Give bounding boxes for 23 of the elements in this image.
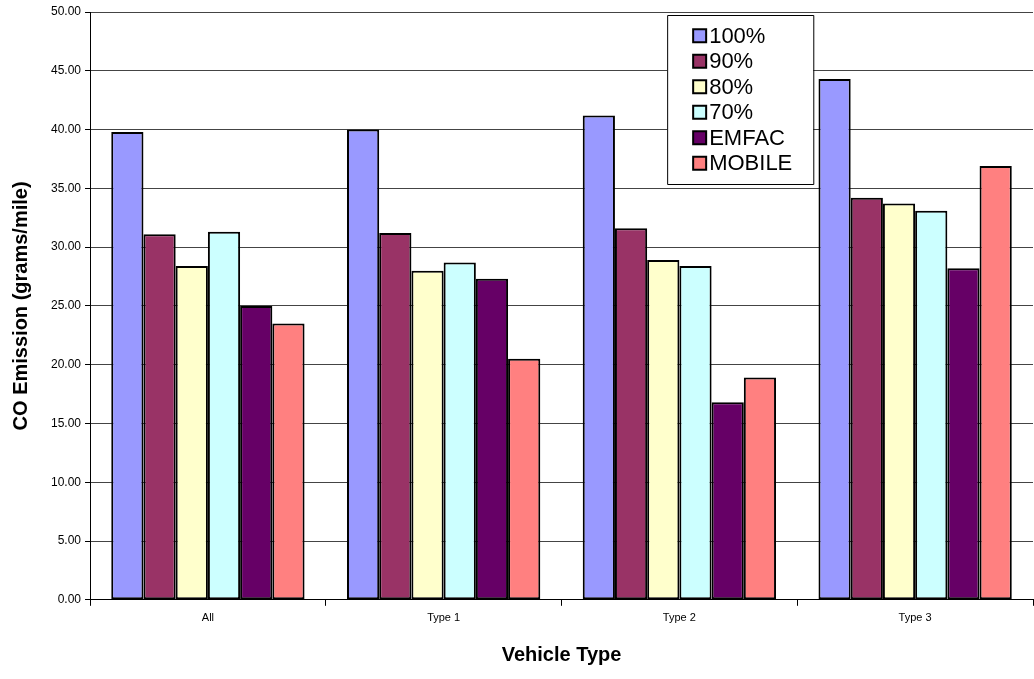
y-tick-label: 50.00 xyxy=(51,4,82,19)
x-tick-label: Type 1 xyxy=(427,611,461,624)
y-tick-label: 15.00 xyxy=(51,415,82,430)
y-tick-label: 40.00 xyxy=(51,121,82,136)
x-tick-label: All xyxy=(201,611,215,624)
y-tick-label: 5.00 xyxy=(57,533,82,548)
y-tick-label: 35.00 xyxy=(51,180,82,195)
legend-label: MOBILE xyxy=(709,150,793,176)
y-tick-label: 0.00 xyxy=(57,592,82,607)
y-tick-label: 10.00 xyxy=(51,474,82,489)
legend-label: EMFAC xyxy=(709,124,786,150)
y-tick-label: 25.00 xyxy=(51,298,82,313)
legend-label: 100% xyxy=(709,22,766,48)
x-tick-label: Type 2 xyxy=(662,611,696,624)
legend-label: 90% xyxy=(709,48,754,74)
x-axis-title: Vehicle Type xyxy=(501,642,622,665)
x-tick-label: Type 3 xyxy=(898,611,932,624)
legend-label: 70% xyxy=(709,99,754,125)
y-axis-title: CO Emission (grams/mile) xyxy=(8,181,31,431)
y-tick-label: 30.00 xyxy=(51,239,82,254)
y-tick-label: 45.00 xyxy=(51,63,82,78)
legend-label: 80% xyxy=(709,73,754,99)
y-tick-label: 20.00 xyxy=(51,356,82,371)
